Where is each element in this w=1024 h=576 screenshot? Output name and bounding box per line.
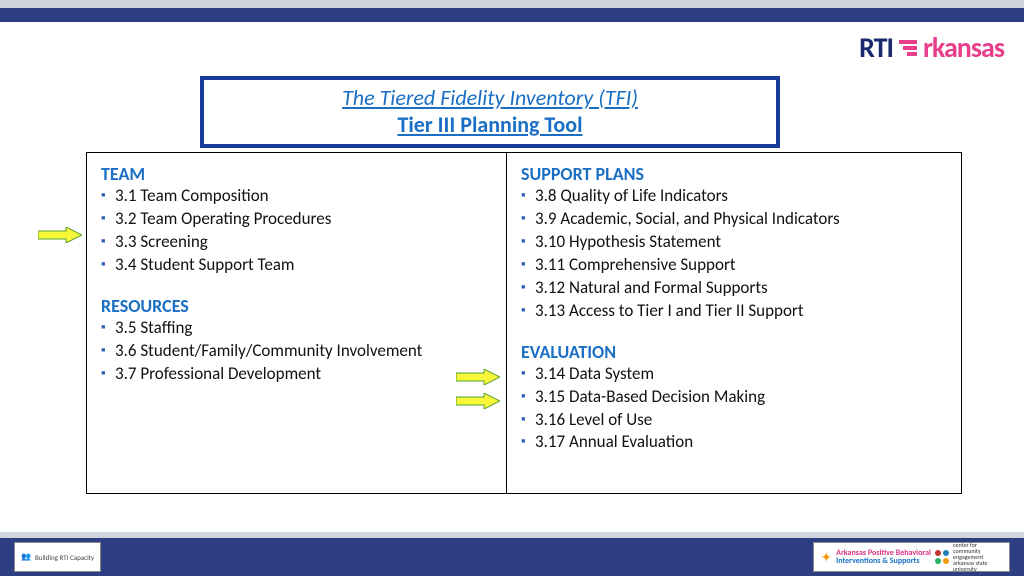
list-item: 3.5 Staffing (101, 317, 496, 340)
list-item: 3.17 Annual Evaluation (521, 431, 951, 454)
section-head-resources: RESOURCES (101, 295, 496, 317)
list-item: 3.16 Level of Use (521, 409, 951, 432)
list-item: 3.15 Data-Based Decision Making (521, 386, 951, 409)
logo-rti-arkansas: RTI rkansas (859, 30, 1004, 65)
logo-bars-icon (899, 40, 917, 56)
list-item: 3.8 Quality of Life Indicators (521, 185, 951, 208)
list-item: 3.10 Hypothesis Statement (521, 231, 951, 254)
title-line-1: The Tiered Fidelity Inventory (TFI) (214, 84, 766, 111)
list-item: 3.11 Comprehensive Support (521, 254, 951, 277)
list-item: 3.13 Access to Tier I and Tier II Suppor… (521, 300, 951, 323)
pbis-line-2: Interventions & Supports (836, 557, 931, 565)
title-line-2: Tier III Planning Tool (214, 111, 766, 138)
arrow-icon (456, 393, 500, 409)
section-head-team: TEAM (101, 163, 496, 185)
list-item: 3.6 Student/Family/Community Involvement (101, 340, 496, 363)
list-item: 3.4 Student Support Team (101, 254, 496, 277)
footer-badge-left: 👥 Building RTI Capacity (14, 542, 101, 572)
pbis-icon: ✦ (820, 549, 832, 566)
dots-icon (935, 550, 949, 564)
list-item: 3.14 Data System (521, 363, 951, 386)
column-right: SUPPORT PLANS 3.8 Quality of Life Indica… (507, 153, 961, 493)
list-evaluation: 3.14 Data System 3.15 Data-Based Decisio… (521, 363, 951, 455)
top-stripe-light (0, 0, 1024, 8)
arrow-icon (38, 227, 82, 243)
footer-badge-text: Building RTI Capacity (35, 554, 94, 561)
list-item: 3.9 Academic, Social, and Physical Indic… (521, 208, 951, 231)
footer-bar: 👥 Building RTI Capacity ✦ Arkansas Posit… (0, 538, 1024, 576)
pbis-text: Arkansas Positive Behavioral Interventio… (836, 549, 931, 565)
title-box: The Tiered Fidelity Inventory (TFI) Tier… (200, 76, 780, 148)
footer: 👥 Building RTI Capacity ✦ Arkansas Posit… (0, 532, 1024, 576)
content-grid: TEAM 3.1 Team Composition 3.2 Team Opera… (86, 152, 962, 494)
cce-text: center for community engagement arkansas… (953, 542, 1003, 572)
arrow-icon (456, 369, 500, 385)
section-head-support: SUPPORT PLANS (521, 163, 951, 185)
list-item: 3.2 Team Operating Procedures (101, 208, 496, 231)
footer-right-group: ✦ Arkansas Positive Behavioral Intervent… (813, 542, 1010, 572)
top-stripe-dark (0, 8, 1024, 22)
list-item: 3.1 Team Composition (101, 185, 496, 208)
list-support: 3.8 Quality of Life Indicators 3.9 Acade… (521, 185, 951, 323)
list-item: 3.7 Professional Development (101, 363, 496, 386)
list-item: 3.12 Natural and Formal Supports (521, 277, 951, 300)
list-item: 3.3 Screening (101, 231, 496, 254)
logo-text-arkansas: rkansas (923, 30, 1004, 65)
list-team: 3.1 Team Composition 3.2 Team Operating … (101, 185, 496, 277)
column-left: TEAM 3.1 Team Composition 3.2 Team Opera… (87, 153, 507, 493)
logo-text-rti: RTI (859, 30, 893, 65)
people-icon: 👥 (21, 552, 31, 562)
section-head-evaluation: EVALUATION (521, 341, 951, 363)
list-resources: 3.5 Staffing 3.6 Student/Family/Communit… (101, 317, 496, 386)
footer-badge-pbis: ✦ Arkansas Positive Behavioral Intervent… (813, 542, 1010, 572)
